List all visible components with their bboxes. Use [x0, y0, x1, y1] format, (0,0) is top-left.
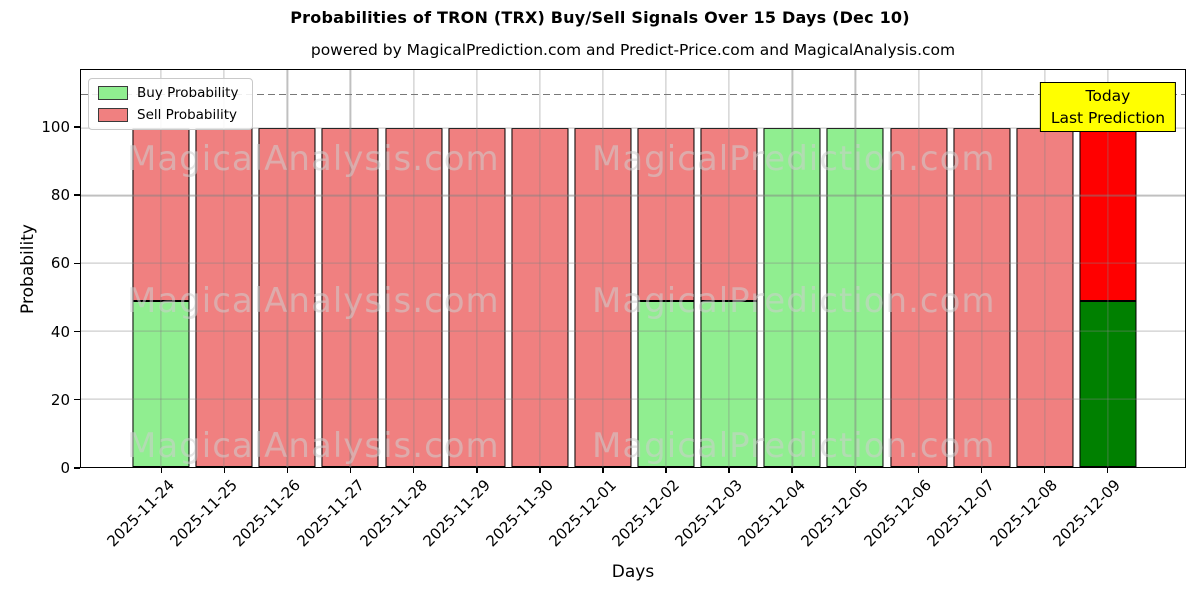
x-axis-label: Days [611, 562, 655, 582]
grid-line-vertical [917, 70, 920, 467]
x-tick-label: 2025-12-08 [986, 476, 1062, 551]
x-tick-mark [413, 468, 415, 473]
grid-line-vertical [539, 70, 541, 467]
today-annotation-line2: Last Prediction [1050, 109, 1166, 127]
y-tick-label: 0 [60, 459, 70, 477]
grid-line-vertical [160, 70, 162, 467]
grid-line-vertical [1044, 70, 1046, 467]
today-annotation: Today Last Prediction [1039, 82, 1177, 132]
x-tick-label: 2025-12-07 [923, 476, 999, 551]
legend-item-sell: Sell Probability [98, 107, 238, 123]
x-tick-label: 2025-12-05 [797, 476, 872, 551]
x-tick-mark [539, 468, 541, 473]
grid-line-vertical [665, 70, 667, 467]
legend: Buy Probability Sell Probability [88, 78, 254, 130]
legend-swatch-sell [98, 108, 128, 122]
chart-title: Probabilities of TRON (TRX) Buy/Sell Sig… [290, 8, 910, 27]
x-tick-label: 2025-11-27 [293, 476, 368, 551]
legend-item-buy: Buy Probability [98, 85, 238, 101]
x-tick-label: 2025-12-03 [671, 476, 746, 551]
x-tick-label: 2025-11-24 [103, 476, 179, 551]
grid-line-horizontal [81, 262, 1185, 265]
grid-line-horizontal [81, 398, 1185, 400]
x-tick-label: 2025-12-02 [608, 476, 683, 551]
x-tick-label: 2025-12-01 [545, 476, 620, 551]
grid-line-horizontal [81, 127, 1185, 129]
x-tick-label: 2025-11-29 [419, 476, 494, 551]
x-tick-mark [728, 468, 730, 473]
grid-line-vertical [981, 70, 983, 467]
x-tick-mark [476, 468, 478, 473]
grid-line-vertical [728, 70, 730, 467]
x-tick-mark [917, 468, 919, 473]
legend-label-buy: Buy Probability [137, 85, 239, 101]
x-tick-label: 2025-12-04 [734, 476, 809, 551]
y-tick-mark [74, 194, 80, 196]
grid-line-vertical [476, 70, 478, 467]
y-tick-mark [74, 399, 80, 401]
grid-line-vertical [791, 70, 793, 467]
plot-area: MagicalAnalysis.com MagicalPrediction.com… [80, 69, 1186, 468]
legend-swatch-buy [98, 86, 128, 100]
grid-line-vertical [286, 70, 288, 467]
y-tick-label: 20 [50, 390, 70, 409]
chart-subtitle: powered by MagicalPrediction.com and Pre… [310, 41, 956, 59]
x-tick-mark [350, 468, 352, 473]
threshold-dashed-line [81, 93, 1185, 96]
y-tick-mark [74, 126, 80, 128]
x-tick-label: 2025-11-26 [229, 476, 305, 551]
today-annotation-line1: Today [1085, 87, 1131, 105]
x-tick-mark [665, 468, 667, 473]
grid-line-vertical [854, 70, 857, 467]
x-tick-mark [791, 468, 793, 473]
grid-line-vertical [223, 70, 225, 467]
y-tick-label: 80 [50, 186, 70, 205]
grid-line-vertical [349, 70, 352, 467]
x-tick-label: 2025-12-06 [860, 476, 936, 551]
x-tick-mark [854, 468, 856, 473]
y-tick-label: 100 [41, 117, 70, 136]
y-tick-mark [74, 467, 80, 469]
grid-line-vertical [602, 70, 604, 467]
x-tick-mark [160, 468, 163, 473]
x-tick-mark [602, 468, 604, 473]
x-tick-mark [1043, 468, 1046, 473]
y-tick-mark [74, 262, 80, 265]
grid-line-horizontal [81, 194, 1185, 197]
x-tick-mark [286, 468, 289, 473]
x-tick-mark [980, 468, 983, 473]
y-tick-mark [74, 330, 80, 333]
legend-label-sell: Sell Probability [137, 107, 238, 123]
grid-line-vertical [1107, 70, 1109, 467]
x-tick-mark [223, 468, 226, 473]
grid-line-vertical [412, 70, 415, 467]
y-tick-label: 60 [50, 254, 70, 273]
x-tick-label: 2025-12-09 [1049, 476, 1125, 551]
grid-line-horizontal [81, 330, 1185, 332]
y-tick-label: 40 [50, 322, 70, 341]
x-tick-label: 2025-11-30 [482, 476, 557, 551]
y-axis-label: Probability [18, 224, 38, 314]
x-tick-mark [1106, 468, 1109, 473]
